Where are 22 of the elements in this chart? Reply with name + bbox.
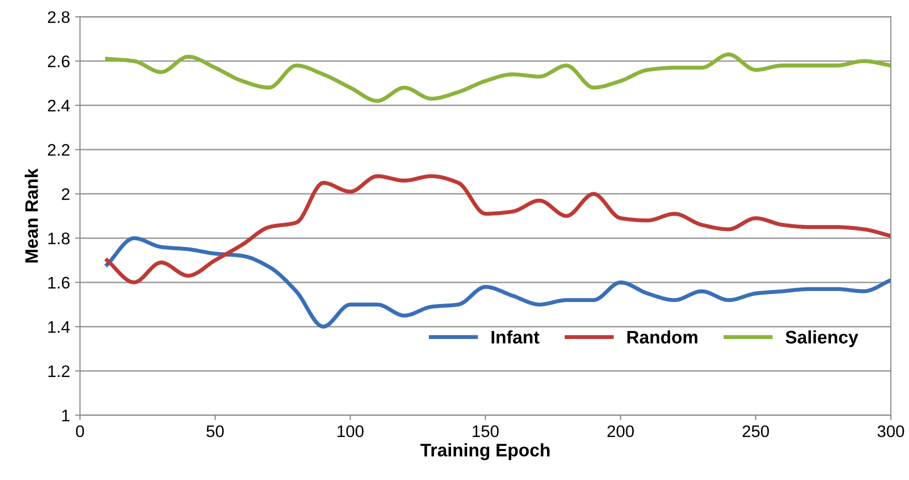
x-tick-label: 250 [742, 425, 769, 438]
y-tick-label: 2.6 [48, 55, 70, 68]
y-tick-label: 2 [62, 188, 70, 200]
y-tick-label: 2.2 [48, 144, 70, 156]
y-tick-label: 1.2 [48, 365, 70, 377]
y-tick-label: 1.8 [48, 232, 70, 244]
x-tick-label: 50 [206, 425, 224, 438]
legend-label: Saliency [786, 330, 858, 348]
legend-label: Infant [492, 330, 540, 344]
y-tick-label: 1.4 [48, 321, 70, 333]
legend-label: Random [627, 330, 698, 344]
y-tick-label: 1 [62, 410, 70, 422]
y-tick-label: 1.6 [48, 276, 70, 289]
x-axis-title: Training Epoch [420, 443, 550, 460]
x-tick-label: 300 [878, 425, 904, 438]
x-tick-label: 150 [472, 425, 499, 438]
y-axis-title: Mean Rank [24, 168, 38, 262]
x-tick-label: 200 [607, 425, 634, 438]
x-tick-label: 100 [338, 425, 364, 438]
y-tick-label: 2.4 [48, 100, 70, 112]
y-tick-label: 2.8 [48, 11, 70, 24]
x-tick-label: 0 [76, 425, 84, 438]
